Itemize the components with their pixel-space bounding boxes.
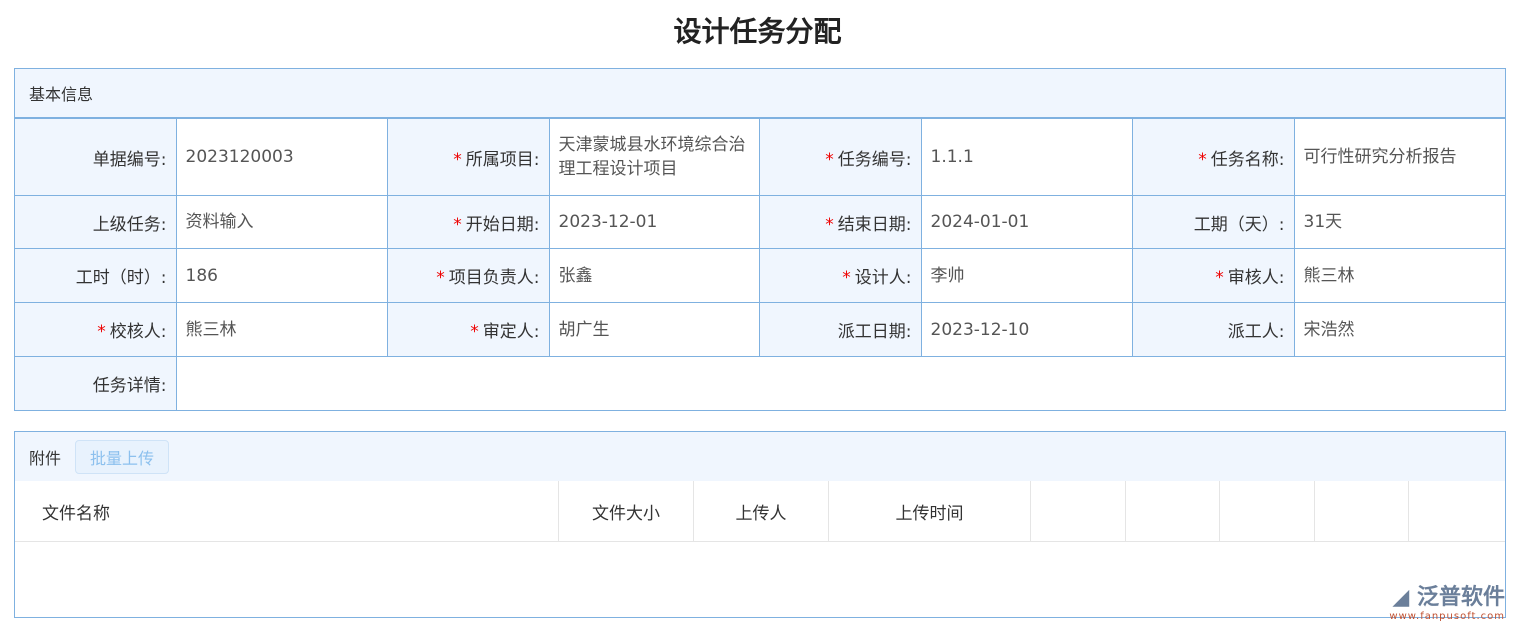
field-label-text: 设计人: <box>854 268 912 288</box>
field-value: 天津蒙城县水环境综合治理工程设计项目 <box>548 118 760 196</box>
field-label-text: 任务编号: <box>837 149 912 170</box>
attachment-header: 附件 <box>29 448 62 468</box>
required-marker: * <box>825 149 834 170</box>
field-value: 186 <box>175 248 388 303</box>
field-value: 熊三林 <box>1293 248 1505 303</box>
field-label: 单据编号: <box>15 118 177 196</box>
field-label-text: 所属项目: <box>465 149 540 170</box>
field-value: 2023-12-01 <box>548 195 760 249</box>
field-label: * 设计人: <box>758 248 922 303</box>
basic-info-panel: 基本信息 单据编号: 2023120003 * 所属项目: 天津蒙城县水环境综合治理工程… <box>14 68 1506 411</box>
required-marker: * <box>842 268 851 288</box>
field-value: 可行性研究分析报告 <box>1293 118 1505 196</box>
required-marker: * <box>453 149 462 170</box>
field-value: 熊三林 <box>175 302 388 357</box>
field-value: 31天 <box>1293 195 1505 249</box>
field-label-text: 开始日期: <box>465 214 540 235</box>
field-value: 宋浩然 <box>1293 302 1505 357</box>
column-header <box>1126 481 1220 541</box>
field-label-text: 校核人: <box>109 322 167 342</box>
field-label-text: 派工人: <box>1227 322 1285 342</box>
task-detail-label: 任务详情: <box>15 356 177 410</box>
attachment-table-header: 文件名称 文件大小 上传人 上传时间 <box>15 481 1505 542</box>
field-label-text: 审定人: <box>482 322 540 342</box>
field-label: * 任务名称: <box>1131 118 1295 196</box>
field-value: 资料输入 <box>175 195 388 249</box>
attachment-panel: 附件 批量上传 文件名称 文件大小 上传人 上传时间 <box>14 431 1506 618</box>
required-marker: * <box>825 214 834 235</box>
column-header <box>1220 481 1315 541</box>
batch-upload-button[interactable]: 批量上传 <box>75 439 170 474</box>
column-header <box>1031 481 1126 541</box>
required-marker: * <box>97 322 106 342</box>
field-label-text: 工期（天）: <box>1193 214 1285 235</box>
basic-info-header: 基本信息 <box>15 69 1505 118</box>
field-value: 2024-01-01 <box>920 195 1133 249</box>
field-label: * 校核人: <box>15 302 177 357</box>
field-value: 胡广生 <box>548 302 760 357</box>
column-header: 文件名称 <box>15 481 559 541</box>
field-value: 2023120003 <box>175 118 388 196</box>
required-marker: * <box>470 322 479 342</box>
field-label-text: 派工日期: <box>837 322 912 342</box>
required-marker: * <box>1215 268 1224 288</box>
field-value: 李帅 <box>920 248 1133 303</box>
field-label: * 项目负责人: <box>386 248 550 303</box>
column-header: 文件大小 <box>559 481 694 541</box>
field-label-text: 审核人: <box>1227 268 1285 288</box>
field-label: 上级任务: <box>15 195 177 249</box>
field-label-text: 单据编号: <box>92 149 167 170</box>
task-detail-value[interactable] <box>175 356 1505 410</box>
field-label: 派工日期: <box>758 302 922 357</box>
column-header: 上传人 <box>694 481 829 541</box>
field-label-text: 工时（时）: <box>75 268 167 288</box>
field-value: 2023-12-10 <box>920 302 1133 357</box>
field-label: * 任务编号: <box>758 118 922 196</box>
required-marker: * <box>436 268 445 288</box>
field-value: 1.1.1 <box>920 118 1133 196</box>
field-label: 工时（时）: <box>15 248 177 303</box>
field-label-text: 结束日期: <box>837 214 912 235</box>
required-marker: * <box>1198 149 1207 170</box>
field-label: * 所属项目: <box>386 118 550 196</box>
basic-info-table: 单据编号: 2023120003 * 所属项目: 天津蒙城县水环境综合治理工程设计项目 *… <box>15 118 1505 410</box>
field-label: 工期（天）: <box>1131 195 1295 249</box>
field-label: * 审定人: <box>386 302 550 357</box>
required-marker: * <box>453 214 462 235</box>
watermark-logo: ◢ 泛普软件 www.fanpusoft.com <box>1389 585 1505 622</box>
field-value: 张鑫 <box>548 248 760 303</box>
field-label: 派工人: <box>1131 302 1295 357</box>
field-label-text: 项目负责人: <box>448 268 540 288</box>
column-header: 上传时间 <box>829 481 1031 541</box>
column-header <box>1409 481 1505 541</box>
field-label-text: 上级任务: <box>92 214 167 235</box>
field-label: * 审核人: <box>1131 248 1295 303</box>
field-label: * 结束日期: <box>758 195 922 249</box>
field-label-text: 任务名称: <box>1210 149 1285 170</box>
field-label: * 开始日期: <box>386 195 550 249</box>
column-header <box>1315 481 1409 541</box>
page-title: 设计任务分配 <box>673 15 842 48</box>
